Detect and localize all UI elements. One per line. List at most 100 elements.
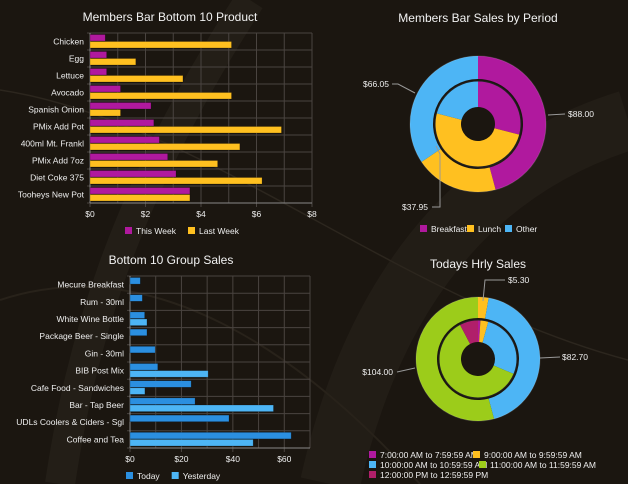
category-label: Gin - 30ml	[85, 348, 124, 358]
inner-slice	[459, 320, 478, 344]
category-label: BIB Post Mix	[75, 366, 124, 376]
legend-label: Other	[516, 224, 537, 234]
legend-label: Breakfast	[431, 224, 468, 234]
x-tick-label: $20	[174, 454, 188, 464]
bar-this-week	[89, 68, 107, 76]
bar-this-week	[89, 119, 155, 127]
outer-slice	[409, 56, 478, 162]
donut-chart-3: Todays Hrly Sales $5.30 $82.70 $104.00 7:00:…	[362, 257, 596, 480]
category-label: Mecure Breakfast	[57, 280, 124, 290]
category-label: PMix Add Pot	[33, 122, 85, 132]
chart-title: Members Bar Sales by Period	[398, 11, 557, 25]
bar-this-week	[89, 187, 191, 195]
bar-this-week	[89, 153, 168, 161]
bar-today	[129, 414, 230, 423]
category-label: UDLs Coolers & Ciders - Sgl	[16, 417, 124, 427]
legend-label: 10:00:00 AM to 10:59:59 AM	[380, 460, 487, 470]
x-tick-label: $60	[277, 454, 291, 464]
leader-line	[396, 367, 416, 373]
category-label: Egg	[69, 54, 84, 64]
legend-swatch	[171, 472, 179, 479]
legend-swatch	[125, 227, 132, 234]
bar-this-week	[89, 85, 121, 93]
bar-today	[129, 345, 156, 354]
bar-this-week	[89, 34, 106, 42]
bar-last-week	[89, 75, 184, 83]
inner-slice	[436, 81, 478, 120]
legend-label: Last Week	[199, 226, 240, 236]
leader-line	[482, 279, 505, 302]
chart-title: Bottom 10 Group Sales	[109, 253, 234, 267]
legend-swatch	[420, 225, 427, 232]
x-tick-label: $0	[85, 209, 95, 219]
category-label: Chicken	[53, 37, 84, 47]
legend-swatch	[467, 225, 474, 232]
donut-chart-1: Members Bar Sales by Period $37.95 $88.00 $…	[363, 11, 594, 234]
bar-chart-2: Bottom 10 Group Sales $0 $20 $40 $60 Mecure B…	[16, 253, 311, 481]
category-label: PMix Add 7oz	[32, 156, 84, 166]
legend-swatch	[473, 451, 480, 458]
bar-this-week	[89, 51, 107, 59]
bar-today	[129, 328, 148, 337]
bar-last-week	[89, 41, 232, 49]
outer-slice	[415, 297, 495, 421]
bar-last-week	[89, 109, 121, 117]
bar-this-week	[89, 102, 152, 110]
ring-outline	[409, 55, 547, 193]
bar-this-week	[89, 170, 177, 178]
chart-title: Members Bar Bottom 10 Product	[83, 10, 258, 24]
slice-value-label: $66.05	[363, 79, 389, 89]
bar-last-week	[89, 194, 191, 202]
legend-label: 11:00:00 AM to 11:59:59 AM	[490, 460, 596, 470]
legend-swatch	[369, 471, 376, 478]
bar-today	[129, 431, 292, 440]
legend-label: Lunch	[478, 224, 501, 234]
chart-title: Todays Hrly Sales	[430, 257, 526, 271]
bar-yesterday	[129, 387, 146, 395]
legend-label: 12:00:00 PM to 12:59:59 PM	[380, 470, 488, 480]
leader-line	[539, 356, 561, 359]
bar-today	[129, 397, 196, 405]
x-tick-label: $0	[125, 454, 135, 464]
bar-yesterday	[129, 404, 274, 412]
category-label: 400ml Mt. Frankl	[21, 139, 84, 149]
legend-swatch	[479, 461, 486, 468]
category-label: Coffee and Tea	[67, 434, 125, 444]
outer-slice	[478, 56, 546, 190]
ring-divider	[438, 319, 518, 399]
legend-label: This Week	[136, 226, 177, 236]
legend-swatch	[126, 472, 133, 479]
outer-slice	[485, 297, 540, 419]
bar-last-week	[89, 126, 282, 134]
slice-value-label: $5.30	[508, 275, 530, 285]
slice-value-label: $104.00	[362, 367, 393, 377]
legend-swatch	[369, 451, 376, 458]
bar-last-week	[89, 143, 241, 151]
bar-today	[129, 277, 141, 285]
outer-slice	[478, 297, 489, 319]
x-tick-label: $40	[226, 454, 240, 464]
ring-outline	[415, 296, 541, 422]
category-label: Cafe Food - Sandwiches	[31, 383, 124, 393]
legend-label: 9:00:00 AM to 9:59:59 AM	[484, 450, 582, 460]
category-label: Tooheys New Pot	[18, 190, 85, 200]
legend-label: Today	[137, 471, 160, 481]
bar-last-week	[89, 58, 137, 66]
legend-label: 7:00:00 AM to 7:59:59 AM	[380, 450, 478, 460]
inner-slice	[478, 81, 521, 135]
bar-this-week	[89, 136, 160, 144]
category-label: White Wine Bottle	[56, 314, 124, 324]
slice-value-label: $88.00	[568, 109, 594, 119]
bar-last-week	[89, 92, 232, 100]
category-label: Diet Coke 375	[30, 173, 84, 183]
bar-last-week	[89, 160, 218, 168]
bar-today	[129, 380, 192, 388]
bar-today	[129, 311, 145, 319]
x-tick-label: $8	[307, 209, 317, 219]
bar-today	[129, 363, 159, 371]
slice-value-label: $37.95	[402, 202, 428, 212]
inner-slice	[478, 320, 481, 343]
category-label: Package Beer - Single	[39, 331, 124, 341]
bar-yesterday	[129, 439, 254, 447]
